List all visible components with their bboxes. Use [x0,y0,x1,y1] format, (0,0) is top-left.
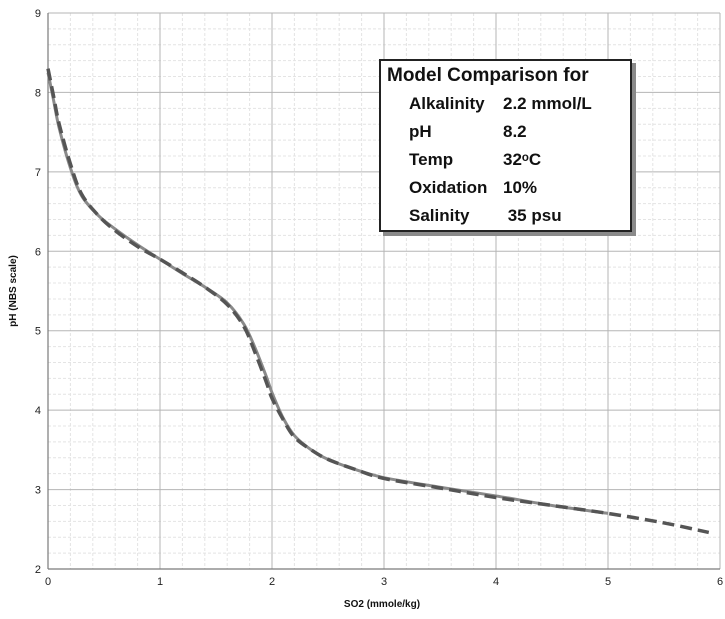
tick-labels: 0 1 2 3 4 5 6 2 3 4 5 6 7 8 9 [35,8,723,588]
info-row-ph: pH 8.2 [409,122,527,142]
x-axis-label: SO2 (mmole/kg) [344,599,420,610]
x-tick-label: 2 [269,576,275,588]
x-tick-label: 4 [493,576,499,588]
info-label-temp: Temp [409,150,454,169]
info-value-ph: 8.2 [503,122,527,141]
y-tick-label: 4 [35,405,41,417]
major-grid [47,12,721,570]
x-tick-label: 0 [45,576,51,588]
info-value-temp: 32ᵒC [503,150,542,169]
y-tick-label: 5 [35,326,41,338]
info-value-salinity: 35 psu [503,206,562,225]
info-row-alkalinity: Alkalinity 2.2 mmol/L [409,94,592,114]
y-tick-label: 2 [35,564,41,576]
x-tick-label: 6 [717,576,723,588]
y-axis-label: pH (NBS scale) [8,255,19,327]
info-row-oxidation: Oxidation 10% [409,178,537,198]
info-label-ph: pH [409,122,432,141]
x-tick-label: 3 [381,576,387,588]
info-value-alkalinity: 2.2 mmol/L [503,94,592,113]
y-tick-label: 8 [35,87,41,99]
y-tick-label: 3 [35,485,41,497]
y-tick-label: 7 [35,167,41,179]
series-layer [46,68,710,535]
dashed-series-line [46,68,710,535]
info-value-oxidation: 10% [503,178,538,197]
y-tick-label: 6 [35,246,41,258]
info-label-oxidation: Oxidation [409,178,488,197]
model-comparison-box: Model Comparison for Alkalinity 2.2 mmol… [379,59,632,232]
info-label-salinity: Salinity [409,206,470,225]
info-label-alkalinity: Alkalinity [409,94,485,113]
info-row-temp: Temp 32ᵒC [409,150,541,170]
info-row-salinity: Salinity 35 psu [409,206,562,226]
x-tick-label: 5 [605,576,611,588]
x-tick-label: 1 [157,576,163,588]
y-tick-label: 9 [35,8,41,20]
info-box-title: Model Comparison for [387,65,589,86]
